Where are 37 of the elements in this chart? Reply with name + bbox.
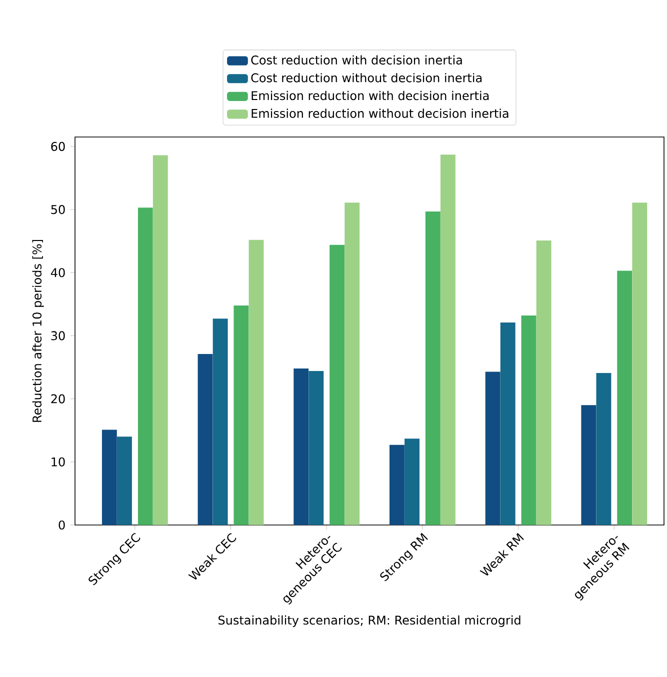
- y-tick-label: 40: [50, 268, 65, 278]
- bar: [581, 405, 596, 525]
- legend-label: Cost reduction with decision inertia: [251, 55, 462, 65]
- bar: [248, 240, 264, 525]
- legend-label: Emission reduction with decision inertia: [252, 90, 489, 100]
- y-tick-label: 30: [51, 331, 65, 340]
- bar: [116, 436, 132, 525]
- bar: [212, 318, 228, 525]
- legend-label: Cost reduction without decision inertia: [251, 73, 482, 82]
- bar: [440, 154, 456, 525]
- bar: [500, 322, 516, 525]
- y-tick-label: 10: [52, 457, 65, 466]
- x-axis-title: Sustainability scenarios; RM: Residential microgrid: [218, 615, 520, 627]
- y-axis-title: Reduction after 10 periods [%]: [32, 240, 44, 422]
- bar: [308, 371, 324, 525]
- bar: [330, 244, 345, 525]
- bar: [294, 368, 309, 525]
- bar: [521, 316, 536, 525]
- legend-label: Emission reduction without decision inertia: [252, 108, 508, 118]
- y-tick-label: 60: [51, 142, 65, 151]
- bar: [617, 270, 632, 525]
- bar: [102, 430, 117, 525]
- bar: [404, 438, 420, 525]
- bar: [198, 354, 213, 525]
- bar: [234, 305, 249, 525]
- bar: [425, 211, 440, 525]
- bar: [152, 155, 168, 525]
- bar: [389, 444, 404, 525]
- bar: [596, 372, 612, 525]
- bar: [632, 202, 648, 525]
- y-tick-label: 0: [58, 520, 65, 530]
- bar: [485, 372, 500, 525]
- bar: [536, 240, 552, 525]
- bar: [344, 202, 360, 525]
- bar: [138, 208, 153, 525]
- y-tick-label: 20: [51, 394, 65, 404]
- y-tick-label: 50: [51, 205, 65, 214]
